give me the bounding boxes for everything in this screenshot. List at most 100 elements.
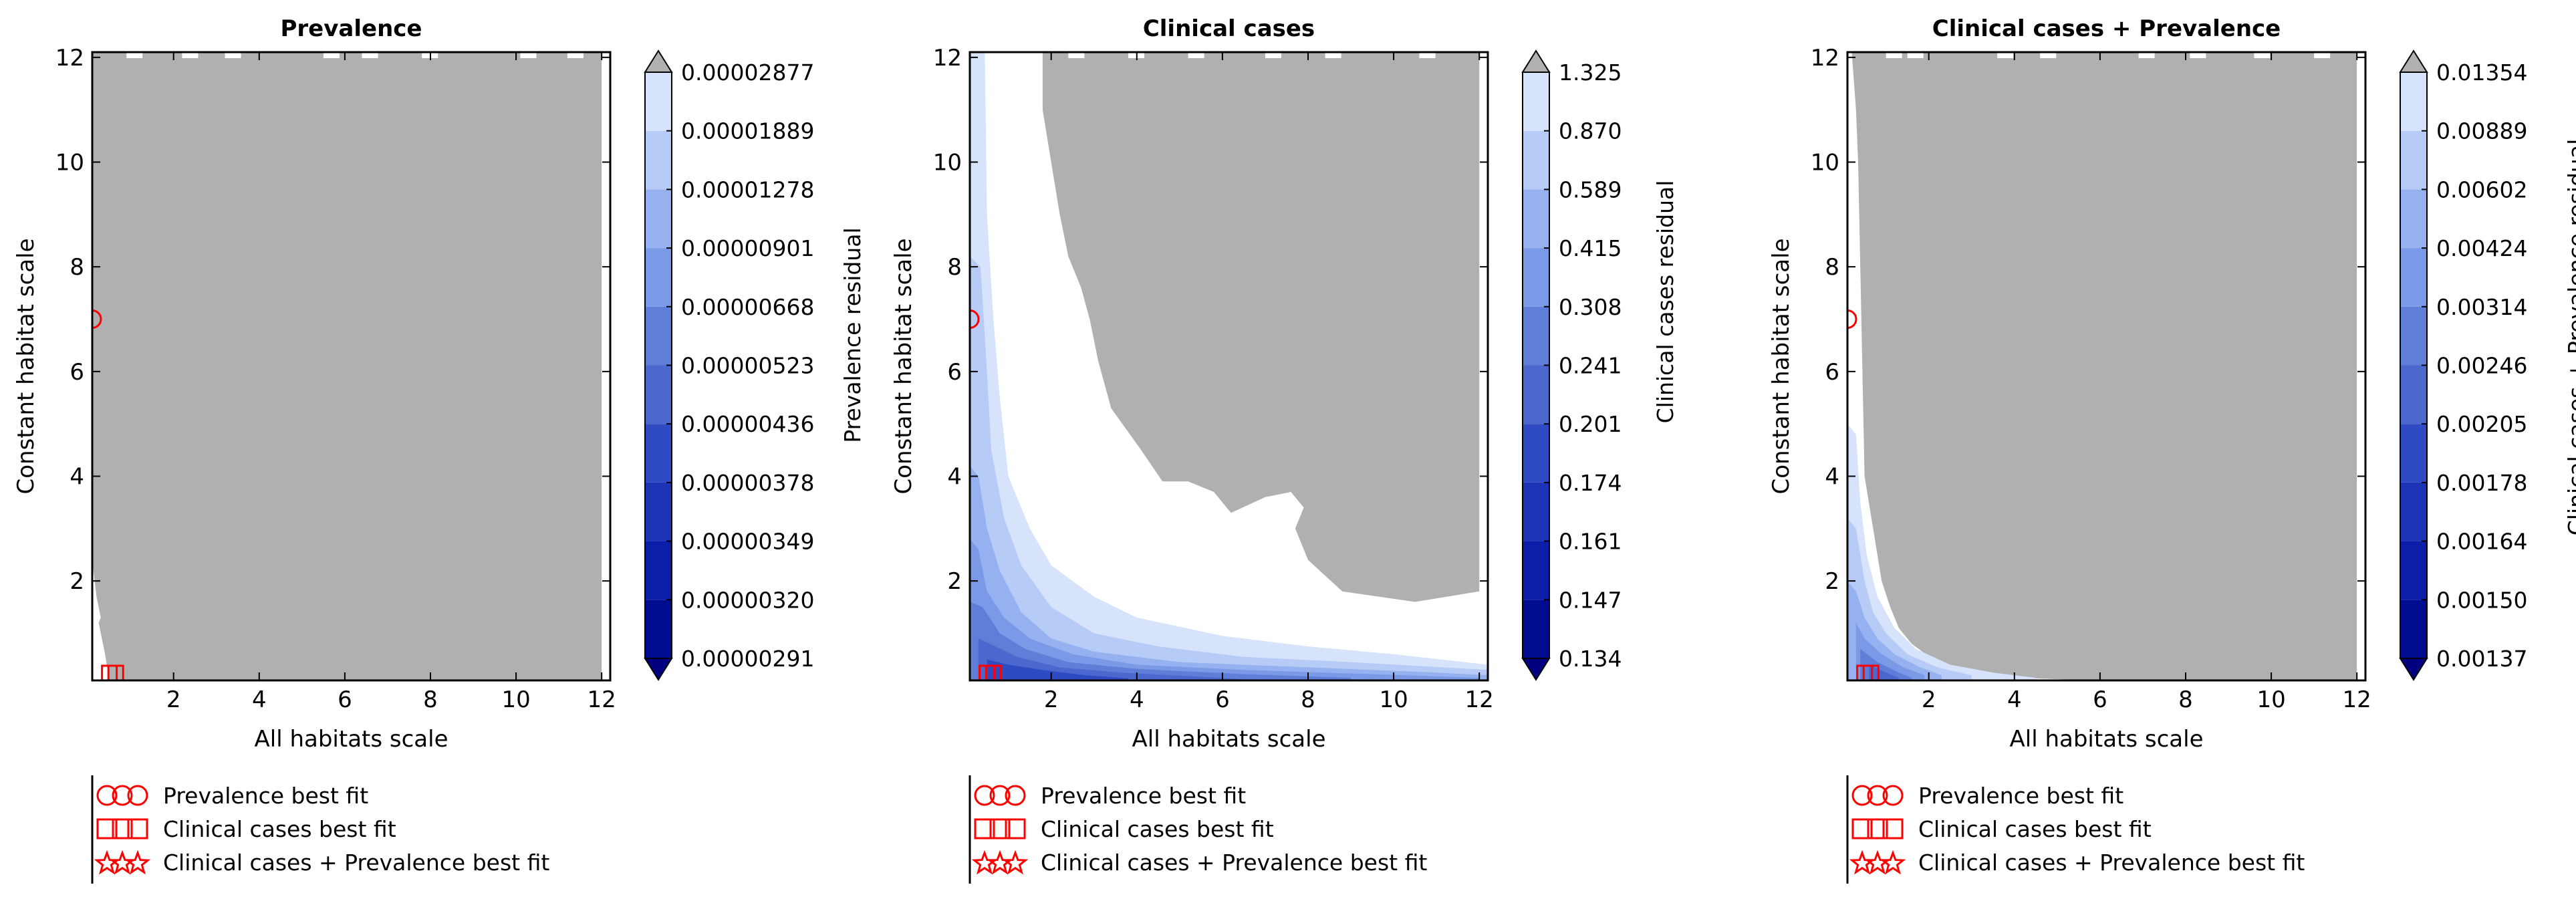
- colorbar-swatch-6: [2400, 306, 2427, 366]
- colorbar-swatch-10: [2400, 72, 2427, 131]
- legend-label: Clinical cases + Prevalence best fit: [1041, 850, 1427, 876]
- colorbar-tick-label: 0.00889: [2436, 118, 2527, 144]
- colorbar-swatch-7: [645, 248, 672, 307]
- y-tick-label: 2: [947, 568, 962, 595]
- edge-notch-6: [1419, 52, 1436, 58]
- edge-notch-3: [225, 52, 241, 58]
- edge-notch-1: [126, 52, 143, 58]
- colorbar-tick-label: 0.00000901: [681, 235, 814, 261]
- y-tick-label: 4: [1825, 464, 1839, 491]
- plot-area: [92, 52, 610, 680]
- legend-circle-icon: [1867, 785, 1888, 806]
- colorbar-swatch-6: [1523, 306, 1549, 366]
- colorbar-under-triangle: [644, 658, 673, 681]
- y-tick-label: 10: [1811, 150, 1839, 176]
- colorbar-label: Prevalence residual: [840, 227, 866, 442]
- contour-band-7: [987, 659, 1128, 680]
- legend-label: Prevalence best fit: [163, 783, 368, 809]
- colorbar-tick-label: 0.00000349: [681, 529, 814, 555]
- legend: Prevalence best fit Clinical cases best f…: [969, 775, 1427, 884]
- colorbar-swatch-8: [2400, 189, 2427, 249]
- y-tick-label: 12: [933, 45, 962, 72]
- legend-circle-icon: [112, 785, 133, 806]
- colorbar-tick-label: 0.161: [1559, 529, 1622, 555]
- y-tick-label: 4: [70, 464, 84, 491]
- legend-label: Clinical cases + Prevalence best fit: [163, 850, 549, 876]
- chart-title: Clinical cases + Prevalence: [1932, 15, 2281, 42]
- colorbar-tick-label: 0.00000436: [681, 411, 814, 437]
- x-tick-label: 10: [501, 686, 530, 713]
- x-tick-label: 10: [2257, 686, 2285, 713]
- colorbar-tick-label: 0.308: [1559, 294, 1622, 320]
- x-tick-label: 8: [2178, 686, 2193, 713]
- edge-notch-8: [2314, 52, 2331, 58]
- colorbar-tick-label: 0.00178: [2436, 470, 2527, 496]
- edge-notch-6: [2190, 52, 2206, 58]
- chart-title: Prevalence: [281, 15, 422, 42]
- y-tick-label: 6: [1825, 359, 1839, 386]
- plot-frame: [969, 51, 1489, 682]
- colorbar-tick-label: 0.00000291: [681, 646, 814, 672]
- colorbar-label: Clinical cases residual: [1652, 180, 1678, 424]
- prevalence-best-fit-marker: [92, 309, 102, 329]
- legend-label: Prevalence best fit: [1918, 783, 2123, 809]
- y-tick-label: 8: [70, 254, 84, 281]
- chart-title: Clinical cases: [1143, 15, 1315, 42]
- colorbar-tick-label: 0.00000523: [681, 353, 814, 379]
- colorbar-tick-label: 0.00246: [2436, 353, 2527, 379]
- clinical-best-fit-marker-2: [985, 664, 1002, 680]
- legend-circle-icon: [127, 785, 148, 806]
- colorbar-tick-label: 0.201: [1559, 411, 1622, 437]
- colorbar-swatch-7: [1523, 248, 1549, 307]
- colorbar-tick-label: 0.01354: [2436, 59, 2527, 86]
- colorbar-under-triangle: [2399, 658, 2428, 681]
- colorbar-tick-label: 0.00314: [2436, 294, 2527, 320]
- edge-notch-4: [323, 52, 340, 58]
- colorbar-swatch-3: [1523, 482, 1549, 541]
- legend-label: Clinical cases best fit: [163, 816, 396, 842]
- plot-frame: [91, 51, 612, 682]
- colorbar-over-triangle: [1521, 49, 1551, 73]
- legend-label: Prevalence best fit: [1041, 783, 1246, 809]
- contour-band-6: [978, 638, 1244, 680]
- colorbar-swatch-5: [645, 365, 672, 424]
- colorbar-tick-label: 0.00001889: [681, 118, 814, 144]
- over-range-region: [92, 52, 602, 680]
- y-tick-label: 12: [1811, 45, 1839, 72]
- x-tick-label: 10: [1379, 686, 1408, 713]
- legend-square-icon: [127, 818, 148, 840]
- legend-circle-icon: [1005, 785, 1026, 806]
- y-tick-label: 2: [1825, 568, 1839, 595]
- colorbar-over-triangle: [644, 49, 673, 73]
- y-tick-label: 12: [55, 45, 84, 72]
- x-tick-label: 8: [423, 686, 438, 713]
- colorbar-tick-label: 0.00150: [2436, 587, 2527, 613]
- colorbar-tick-label: 0.241: [1559, 353, 1622, 379]
- colorbar-tick-label: 0.00000668: [681, 294, 814, 320]
- y-tick-label: 8: [947, 254, 962, 281]
- colorbar-tick-label: 0.415: [1559, 235, 1622, 261]
- colorbar-tick-label: 0.134: [1559, 646, 1622, 672]
- plot-frame: [1846, 51, 2367, 682]
- chart-panel-2: 2 4 6 8 10 12 2 4 6 8 10 12 Clinical cases All habita…: [890, 15, 1678, 884]
- edge-notch-1: [1886, 52, 1902, 58]
- colorbar-tick-label: 0.174: [1559, 470, 1622, 496]
- legend: Prevalence best fit Clinical cases best f…: [91, 775, 549, 884]
- colorbar-swatch-1: [645, 600, 672, 658]
- plot-area: [1847, 52, 2365, 680]
- colorbar-swatch-9: [1523, 130, 1549, 190]
- colorbar-tick-label: 0.147: [1559, 587, 1622, 613]
- colorbar-swatch-3: [645, 482, 672, 541]
- y-tick-label: 4: [947, 464, 962, 491]
- colorbar-tick-label: 0.00164: [2436, 529, 2527, 555]
- colorbar-swatch-5: [1523, 365, 1549, 424]
- edge-notch-5: [362, 52, 378, 58]
- edge-notch-2: [182, 52, 199, 58]
- chart-panel-1: 2 4 6 8 10 12 2 4 6 8 10 12 Prevalence All habitats s…: [13, 15, 866, 884]
- legend-square-icon: [1851, 818, 1873, 840]
- colorbar-swatch-7: [2400, 248, 2427, 307]
- legend-square-icon: [1882, 818, 1904, 840]
- y-tick-label: 10: [55, 150, 84, 176]
- y-axis-label: Constant habitat scale: [13, 239, 39, 495]
